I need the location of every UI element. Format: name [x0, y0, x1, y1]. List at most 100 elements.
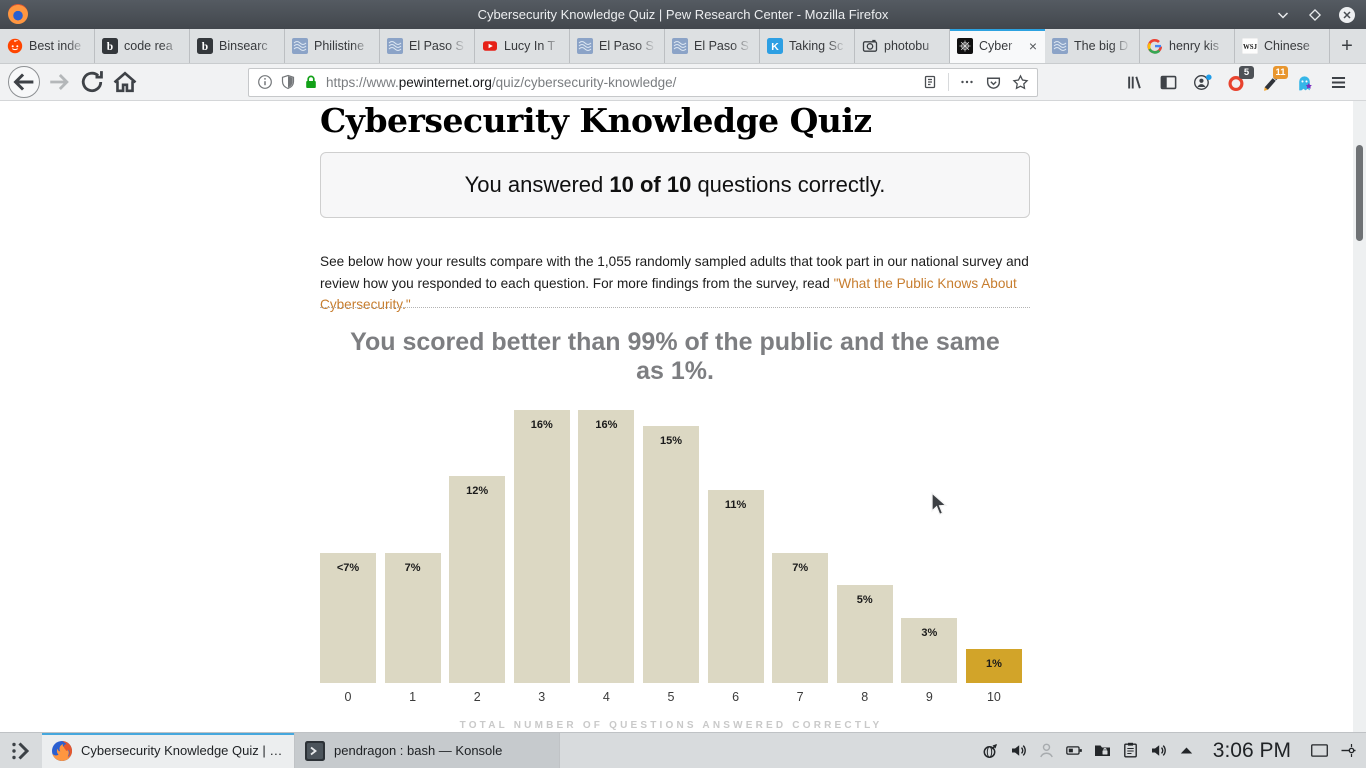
taskbar-task-firefox[interactable]: Cybersecurity Knowledge Quiz | P... — [42, 733, 295, 768]
wave-icon — [292, 38, 308, 54]
tab-label: El Paso S — [694, 39, 749, 53]
page-actions-icon[interactable] — [959, 74, 975, 90]
x-tick-label: 5 — [667, 690, 675, 704]
tray-expand-icon[interactable] — [1177, 741, 1196, 760]
bar-value-label: <7% — [336, 562, 360, 574]
reddit-icon — [7, 38, 23, 54]
tab-the-big-d[interactable]: The big D — [1045, 29, 1140, 63]
tracking-shield-icon[interactable] — [280, 74, 296, 90]
desktop-taskbar: Cybersecurity Knowledge Quiz | P... pendr… — [0, 732, 1366, 768]
window-title: Cybersecurity Knowledge Quiz | Pew Resea… — [477, 7, 889, 22]
tab-lucy-in-t[interactable]: Lucy In T — [475, 29, 570, 63]
home-button[interactable] — [111, 68, 139, 96]
volume-icon[interactable] — [1009, 741, 1028, 760]
extension-annotate-icon[interactable]: 11 — [1258, 66, 1288, 94]
ghostery-icon[interactable] — [1292, 70, 1316, 94]
bar-score-6: 11% — [707, 490, 764, 683]
system-tray: 3:06 PM — [981, 733, 1366, 768]
bar-score-1: 7% — [384, 553, 441, 683]
tab-best-inde[interactable]: Best inde — [0, 29, 95, 63]
bar-value-label: 7% — [792, 562, 809, 574]
minimize-button[interactable] — [1274, 6, 1292, 24]
volume-icon[interactable] — [1149, 741, 1168, 760]
tab-binsearc[interactable]: b Binsearc — [190, 29, 285, 63]
page-info-icon[interactable] — [257, 74, 273, 90]
tab-el-paso-s[interactable]: El Paso S — [380, 29, 475, 63]
quiz-burst-icon — [957, 38, 973, 54]
page-scrollbar[interactable] — [1353, 101, 1366, 732]
chart-x-axis-label: TOTAL NUMBER OF QUESTIONS ANSWERED CORRE… — [459, 720, 883, 731]
url-host: pewinternet.org — [398, 74, 492, 90]
nav-toolbar: https://www.pewinternet.org/quiz/cyberse… — [0, 64, 1366, 101]
youtube-icon — [482, 38, 498, 54]
extension-badge: 5 — [1239, 66, 1254, 79]
tab-photobu[interactable]: photobu — [855, 29, 950, 63]
bookmark-star-icon[interactable] — [1012, 73, 1029, 91]
bar-score-8: 5% — [836, 585, 893, 683]
x-tick-label: 4 — [602, 690, 610, 704]
extension-onetab-icon[interactable]: 5 — [1224, 66, 1254, 94]
library-icon[interactable] — [1122, 70, 1146, 94]
clipboard-icon[interactable] — [1121, 741, 1140, 760]
tab-bar: Best inde b code rea b Binsearc Philistine El … — [0, 29, 1366, 64]
battery-icon[interactable] — [1065, 741, 1084, 760]
firefox-logo-icon — [8, 4, 28, 24]
show-desktop-icon[interactable] — [1308, 741, 1330, 760]
pocket-icon[interactable] — [985, 74, 1002, 91]
tab-close-icon[interactable]: × — [1028, 38, 1037, 54]
reload-button[interactable] — [78, 68, 106, 96]
close-button[interactable] — [1338, 6, 1356, 24]
x-tick-label: 8 — [861, 690, 869, 704]
dotted-divider — [320, 307, 1030, 308]
taskbar-task-konsole[interactable]: pendragon : bash — Konsole — [295, 733, 560, 768]
forward-button[interactable] — [45, 68, 73, 96]
survey-report-link[interactable]: "What the Public Knows About Cybersecuri… — [320, 275, 1017, 313]
tab-code-rea[interactable]: b code rea — [95, 29, 190, 63]
svg-text:WSJ: WSJ — [1243, 44, 1258, 51]
reader-mode-icon[interactable] — [922, 74, 938, 90]
wave-icon — [672, 38, 688, 54]
panel-settings-icon[interactable] — [1339, 741, 1358, 760]
back-button[interactable] — [8, 66, 40, 98]
page-title: Cybersecurity Knowledge Quiz — [320, 101, 872, 140]
svg-text:K: K — [771, 41, 779, 53]
vault-icon[interactable] — [1093, 741, 1112, 760]
tab-taking-sc[interactable]: K Taking Sc — [760, 29, 855, 63]
new-tab-button[interactable]: + — [1341, 34, 1353, 57]
mouse-cursor — [931, 492, 948, 516]
sidebar-icon[interactable] — [1156, 70, 1180, 94]
scrollbar-thumb[interactable] — [1356, 145, 1363, 241]
menu-icon[interactable] — [1326, 70, 1350, 94]
bar-score-2: 12% — [449, 476, 506, 683]
tab-philistine[interactable]: Philistine — [285, 29, 380, 63]
x-tick-label: 7 — [796, 690, 804, 704]
bar-value-label: 11% — [724, 499, 747, 511]
tab-cyber[interactable]: Cyber × — [950, 29, 1045, 63]
task-label: pendragon : bash — Konsole — [334, 743, 503, 758]
browser-viewport: Cybersecurity Knowledge Quiz You answere… — [0, 101, 1366, 732]
tab-label: Lucy In T — [504, 39, 556, 53]
tab-label: El Paso S — [599, 39, 654, 53]
url-text: https://www.pewinternet.org/quiz/cyberse… — [326, 75, 676, 90]
tab-henry-kis[interactable]: henry kis — [1140, 29, 1235, 63]
x-tick-label: 6 — [732, 690, 740, 704]
bar-value-label: 12% — [466, 485, 489, 497]
konsole-icon — [304, 740, 326, 762]
app-launcher-icon[interactable] — [0, 733, 42, 768]
window-controls — [1274, 0, 1356, 29]
tab-el-paso-s[interactable]: El Paso S — [570, 29, 665, 63]
account-icon[interactable] — [1190, 70, 1214, 94]
maximize-button[interactable] — [1306, 6, 1324, 24]
user-switch-icon[interactable] — [1037, 741, 1056, 760]
network-icon[interactable] — [981, 741, 1000, 760]
url-bar[interactable]: https://www.pewinternet.org/quiz/cyberse… — [248, 67, 1038, 97]
x-tick-label: 2 — [473, 690, 481, 704]
camera-icon — [862, 38, 878, 54]
tab-label: Best inde — [29, 39, 82, 53]
x-tick-label: 9 — [925, 690, 933, 704]
tab-chinese[interactable]: WSJ Chinese — [1235, 29, 1330, 63]
tab-el-paso-s[interactable]: El Paso S — [665, 29, 760, 63]
chart-title: You scored better than 99% of the public… — [350, 328, 1000, 385]
clock[interactable]: 3:06 PM — [1212, 738, 1291, 762]
tab-label: code rea — [124, 39, 173, 53]
